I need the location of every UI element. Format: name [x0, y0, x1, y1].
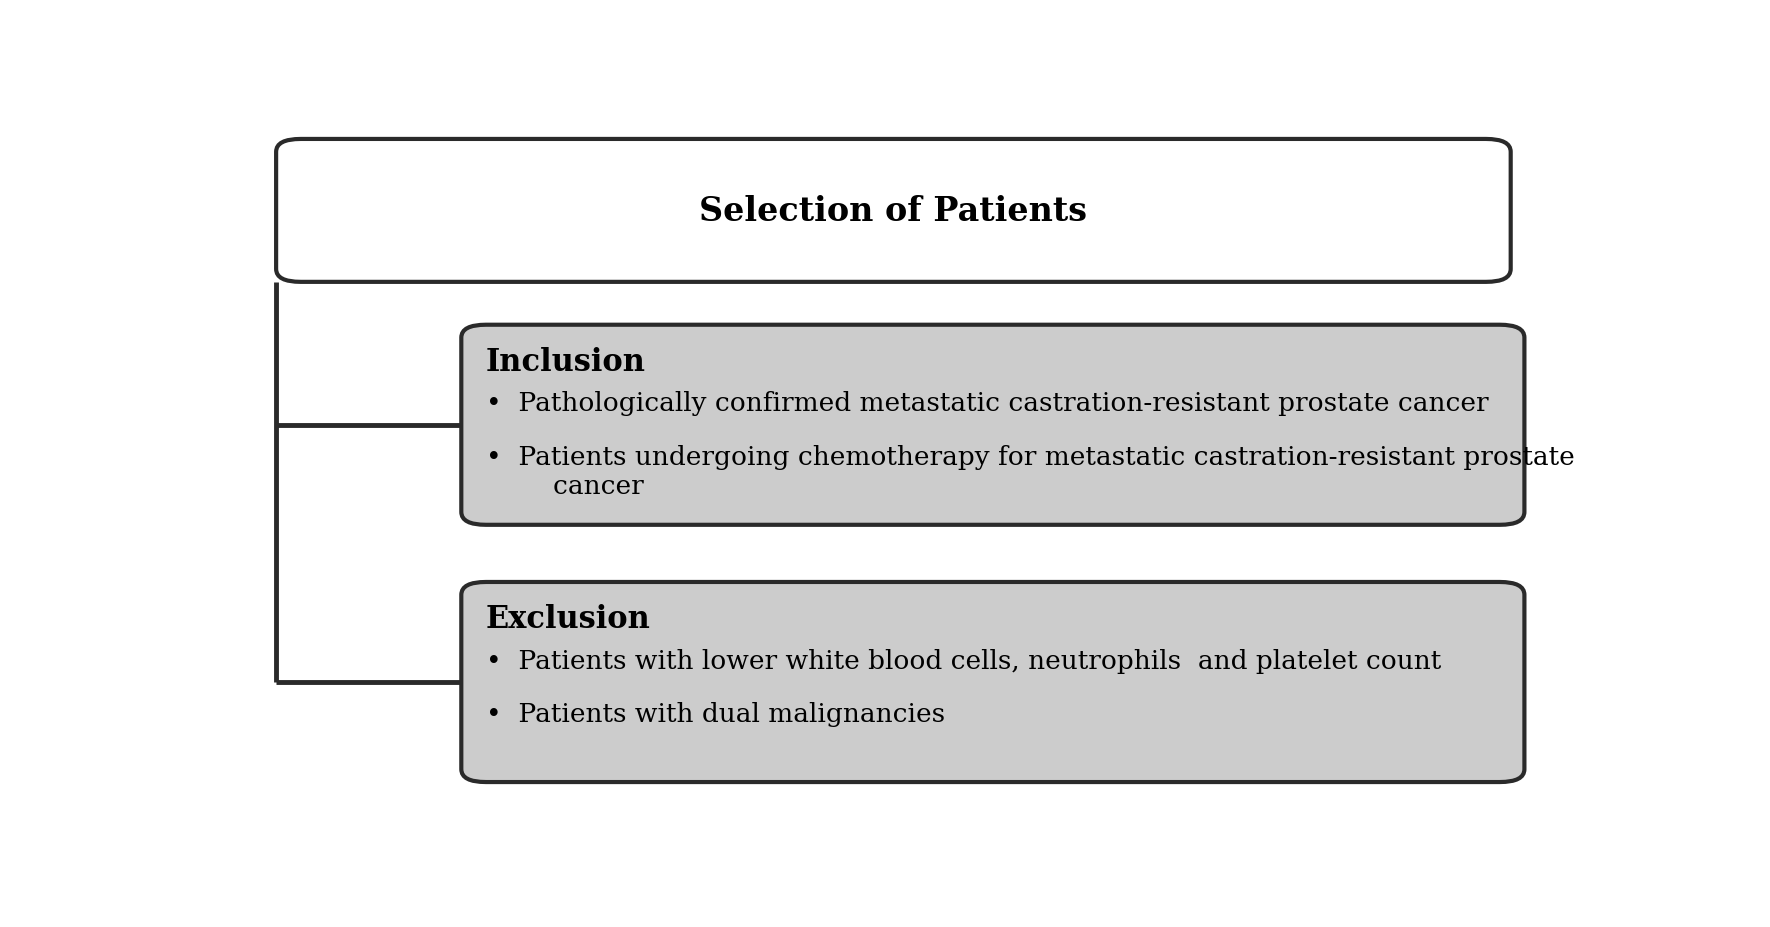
Text: •  Patients undergoing chemotherapy for metastatic castration-resistant prostate: • Patients undergoing chemotherapy for m… [487, 445, 1575, 499]
FancyBboxPatch shape [462, 582, 1524, 782]
Text: •  Patients with dual malignancies: • Patients with dual malignancies [487, 702, 945, 727]
FancyBboxPatch shape [276, 140, 1512, 283]
Text: Inclusion: Inclusion [487, 347, 646, 378]
FancyBboxPatch shape [462, 325, 1524, 526]
Text: Exclusion: Exclusion [487, 603, 651, 635]
Text: Selection of Patients: Selection of Patients [699, 195, 1087, 228]
Text: •  Patients with lower white blood cells, neutrophils  and platelet count: • Patients with lower white blood cells,… [487, 648, 1441, 673]
Text: •  Pathologically confirmed metastatic castration-resistant prostate cancer: • Pathologically confirmed metastatic ca… [487, 391, 1489, 416]
